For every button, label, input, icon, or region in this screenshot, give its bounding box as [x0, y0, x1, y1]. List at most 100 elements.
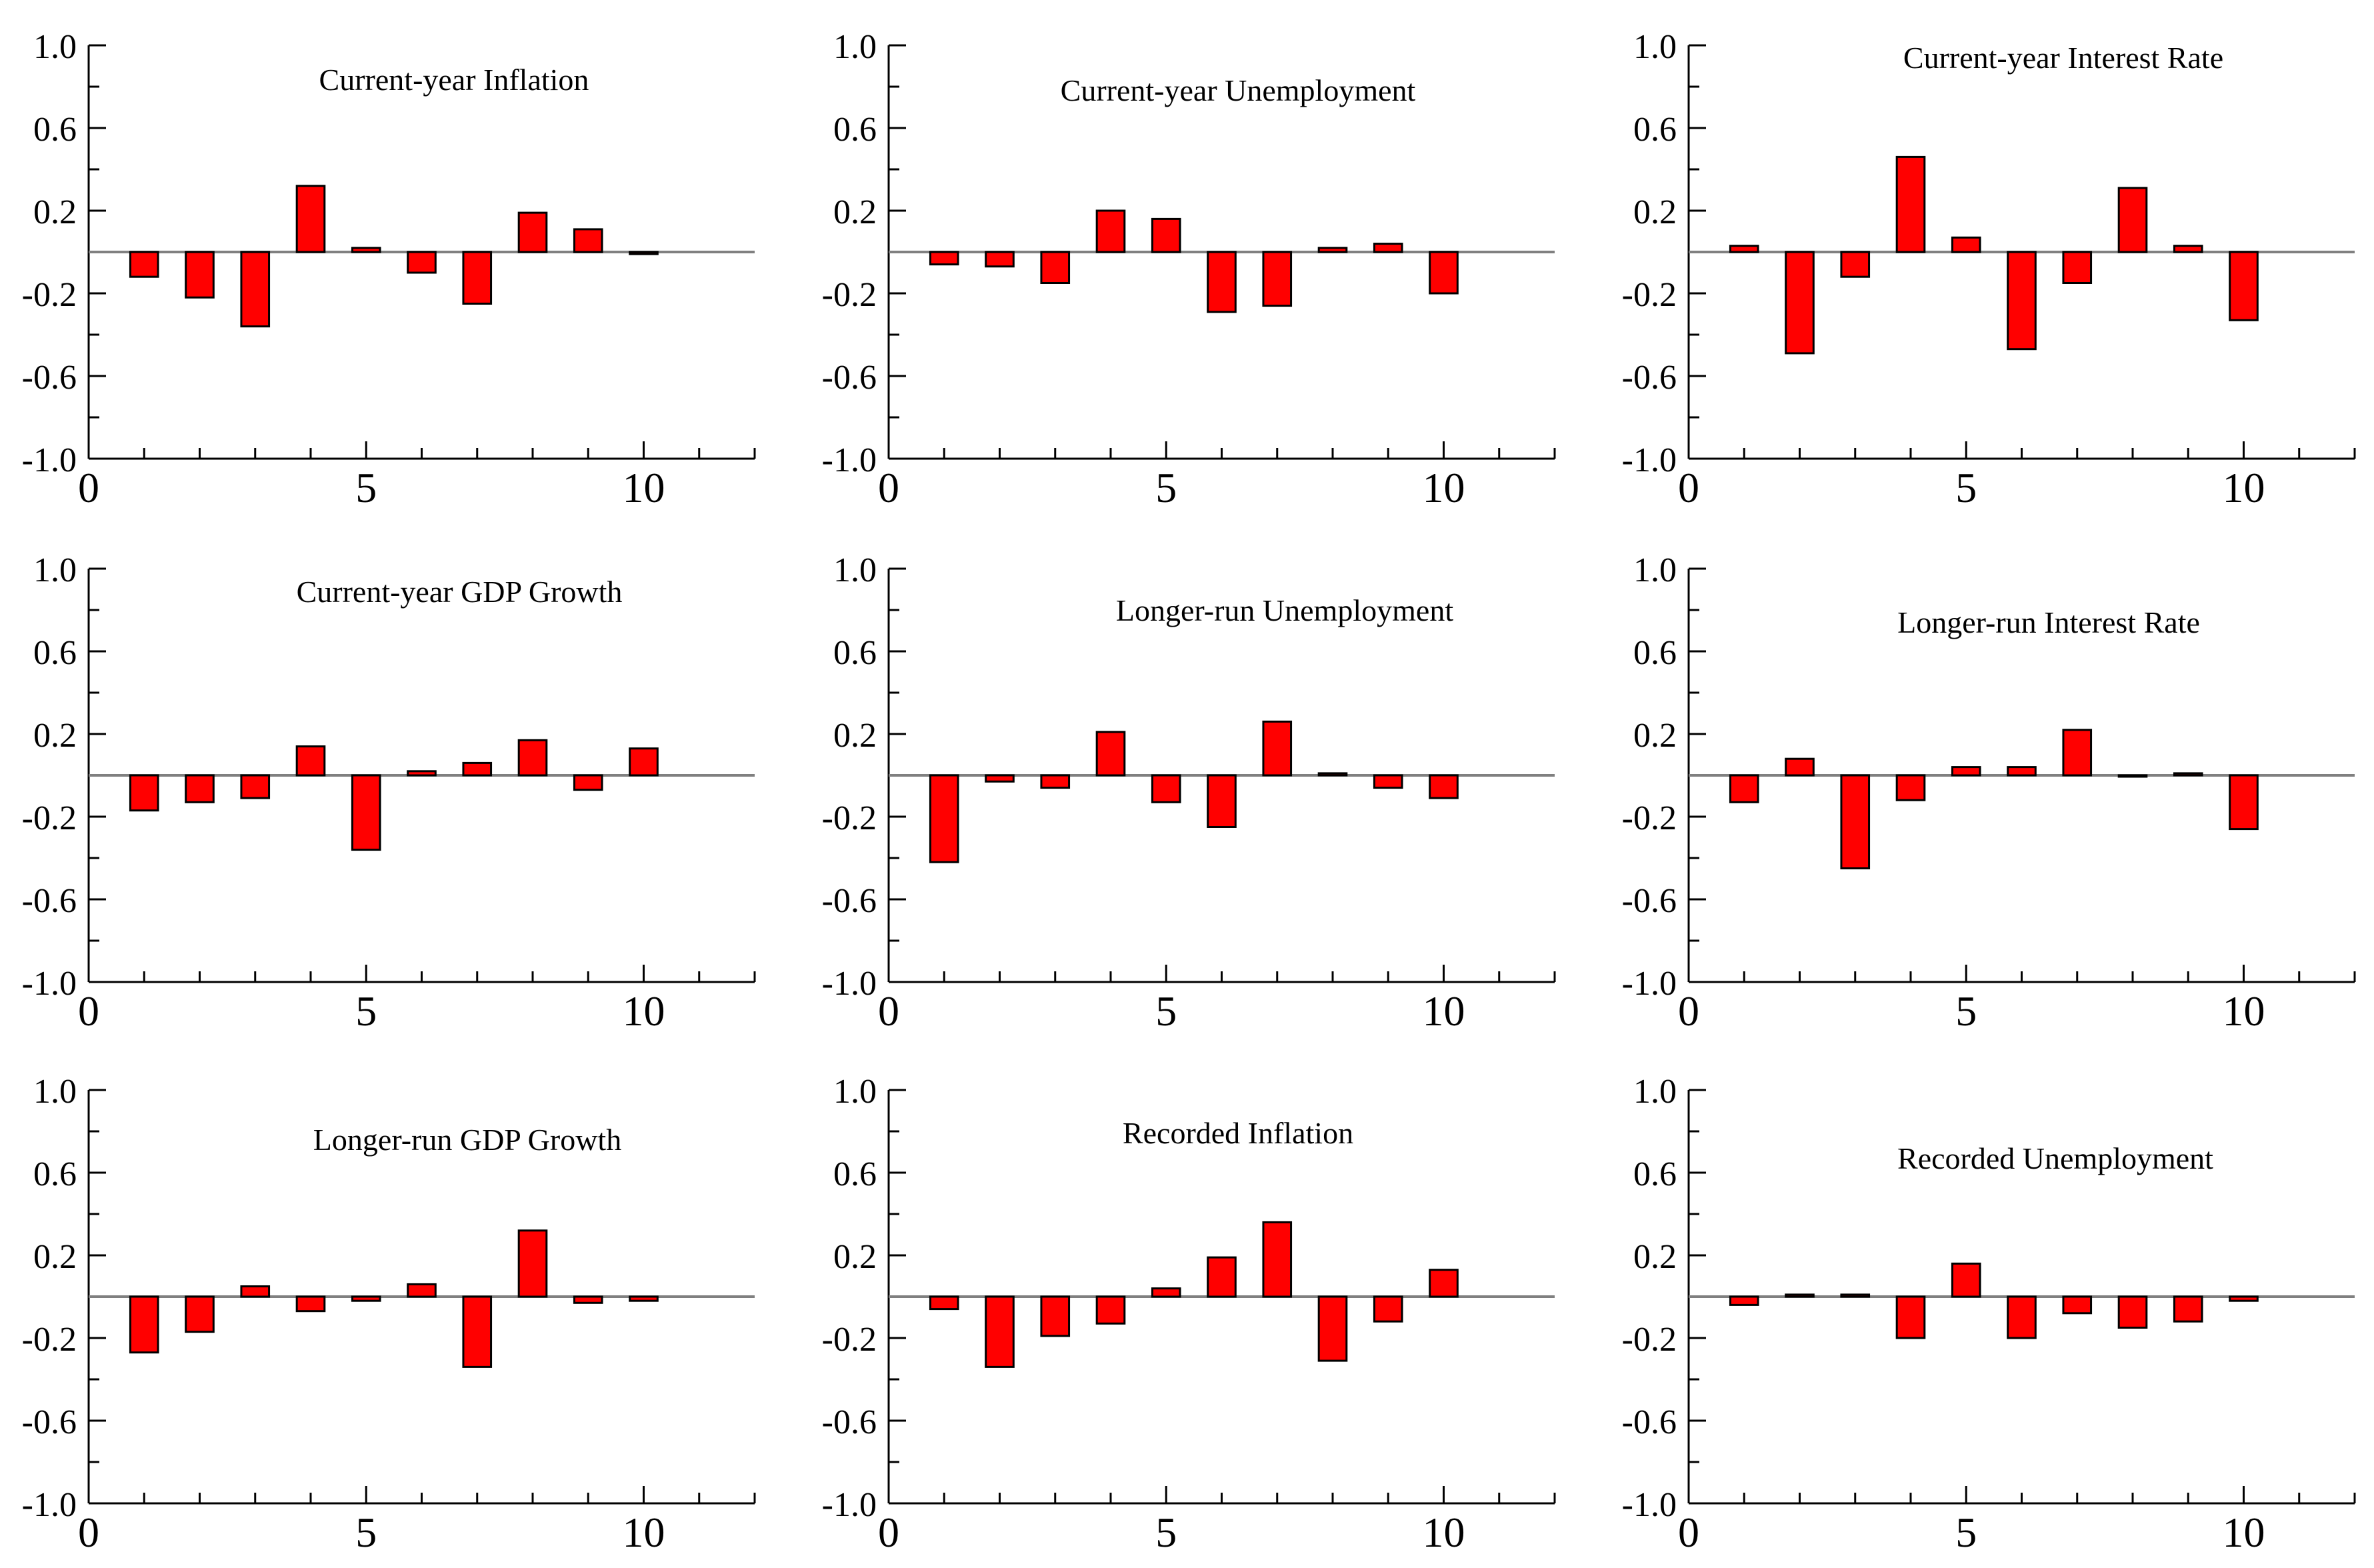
bar	[2173, 1295, 2203, 1323]
y-tick-label: 0.2	[1633, 193, 1677, 231]
y-tick-label: 1.0	[1633, 1073, 1677, 1111]
bar	[517, 739, 548, 777]
x-tick-label: 5	[355, 987, 377, 1035]
bar	[985, 251, 1015, 268]
bar	[1895, 774, 1926, 801]
bar	[2117, 187, 2148, 253]
bar	[2007, 1295, 2037, 1339]
y-tick-label: -1.0	[1622, 1486, 1677, 1524]
x-tick-label: 0	[78, 987, 99, 1035]
y-tick-label: -0.6	[822, 359, 877, 397]
bar	[407, 1283, 437, 1298]
bar	[2117, 1295, 2148, 1329]
bar	[1951, 1262, 1981, 1298]
bar	[462, 251, 493, 305]
x-tick-label: 0	[1678, 464, 1699, 511]
chart-panel: 1.0 0.6 0.2 -0.2 -0.6 -1.00 5 10 Current-year In…	[1622, 28, 2356, 511]
y-tick-label: -0.6	[22, 1403, 77, 1441]
y-tick-label: 0.6	[833, 1155, 877, 1193]
y-tick-label: 0.2	[1633, 717, 1677, 755]
chart-panel: 1.0 0.6 0.2 -0.2 -0.6 -1.00 5 10 Longer-run Unem…	[822, 551, 1556, 1035]
y-tick-label: 0.6	[1633, 111, 1677, 149]
bar	[1040, 1295, 1071, 1337]
bar	[1207, 774, 1237, 828]
bar	[240, 1285, 271, 1298]
y-tick-label: 0.2	[33, 193, 77, 231]
y-tick-label: 1.0	[833, 28, 877, 66]
y-tick-label: -0.2	[822, 799, 877, 837]
bar	[185, 251, 215, 299]
bar	[1262, 1221, 1293, 1298]
bar	[1317, 1295, 1348, 1362]
bar	[2062, 251, 2093, 284]
y-tick-label: -0.6	[1622, 882, 1677, 920]
bar	[1262, 720, 1293, 777]
bar	[1785, 251, 1815, 355]
y-tick-label: -1.0	[822, 441, 877, 479]
y-tick-label: -1.0	[22, 1486, 77, 1524]
bar	[1785, 1293, 1815, 1298]
chart-title: Current-year GDP Growth	[297, 575, 623, 609]
y-tick-label: -0.6	[822, 882, 877, 920]
bar	[629, 251, 659, 255]
y-tick-label: 0.2	[1633, 1238, 1677, 1276]
y-tick-label: 0.2	[33, 1238, 77, 1276]
y-tick-label: 0.2	[833, 717, 877, 755]
bar	[1207, 1256, 1237, 1298]
x-tick-label: 10	[2223, 464, 2265, 511]
x-tick-label: 0	[78, 464, 99, 511]
bar	[1729, 1295, 1759, 1306]
x-tick-label: 10	[2223, 987, 2265, 1035]
chart-panel: 1.0 0.6 0.2 -0.2 -0.6 -1.00 5 10 Recorded Inflat…	[822, 1073, 1556, 1556]
bar	[1895, 1295, 1926, 1339]
bar	[573, 1295, 603, 1304]
bar	[2062, 729, 2093, 777]
bar	[2229, 251, 2259, 321]
chart-panel: 1.0 0.6 0.2 -0.2 -0.6 -1.00 5 10 Recorded Unempl…	[1622, 1073, 2356, 1556]
bar	[929, 1295, 959, 1311]
chart-title: Longer-run Interest Rate	[1897, 605, 2200, 639]
chart-title: Current-year Inflation	[319, 63, 589, 97]
bar	[407, 770, 437, 777]
y-tick-label: -0.6	[22, 882, 77, 920]
x-tick-label: 10	[623, 987, 665, 1035]
bar	[1373, 1295, 1403, 1323]
x-tick-label: 0	[1678, 1509, 1699, 1556]
x-tick-label: 0	[1678, 987, 1699, 1035]
chart-title: Recorded Unemployment	[1897, 1141, 2213, 1175]
bar	[1729, 774, 1759, 803]
bar	[1095, 209, 1126, 253]
bar	[1429, 1269, 1459, 1298]
bar	[462, 761, 493, 777]
bar	[2007, 251, 2037, 351]
x-tick-label: 5	[355, 1509, 377, 1556]
y-tick-label: 0.2	[33, 717, 77, 755]
y-tick-label: -0.2	[22, 799, 77, 837]
bar	[1373, 774, 1403, 789]
y-tick-label: -1.0	[22, 441, 77, 479]
bar	[1151, 1287, 1181, 1298]
x-tick-label: 5	[1155, 987, 1177, 1035]
bar	[1040, 774, 1071, 789]
x-tick-label: 5	[1155, 464, 1177, 511]
x-tick-label: 5	[1155, 1509, 1177, 1556]
bar	[929, 251, 959, 266]
y-tick-label: -1.0	[1622, 965, 1677, 1003]
bar	[1317, 772, 1348, 777]
bar	[2062, 1295, 2093, 1315]
bar	[517, 1229, 548, 1298]
y-tick-label: -0.6	[822, 1403, 877, 1441]
bar	[129, 774, 159, 812]
bar	[573, 774, 603, 791]
x-tick-label: 5	[355, 464, 377, 511]
x-tick-label: 10	[1423, 1509, 1465, 1556]
y-tick-label: 1.0	[833, 1073, 877, 1111]
bar	[2173, 245, 2203, 253]
x-tick-label: 5	[1955, 987, 1977, 1035]
bar	[1729, 245, 1759, 253]
bar	[573, 228, 603, 253]
bar	[929, 774, 959, 863]
bar	[1951, 766, 1981, 777]
chart-title: Current-year Interest Rate	[1903, 41, 2223, 75]
